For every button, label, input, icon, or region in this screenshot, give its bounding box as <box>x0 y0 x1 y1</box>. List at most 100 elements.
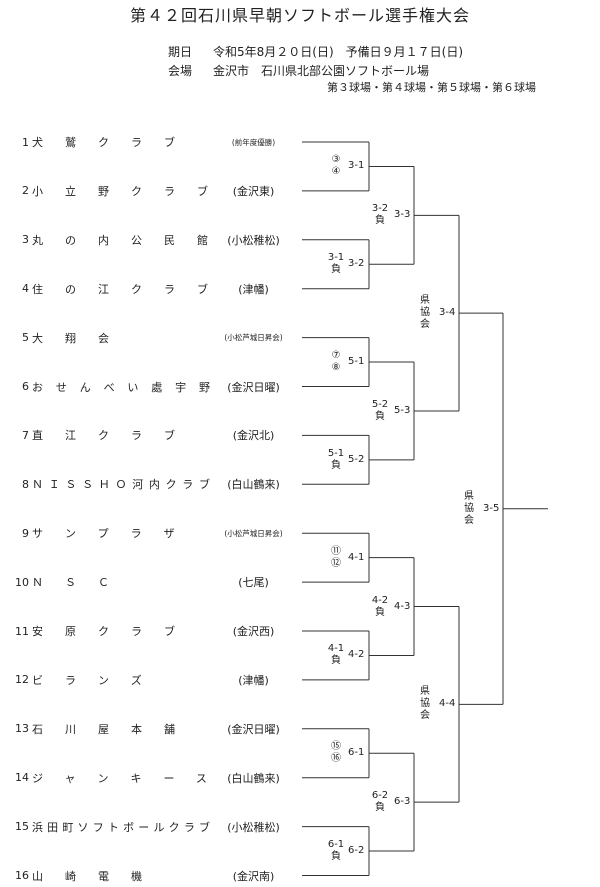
team-number: 9 <box>22 526 29 540</box>
team-row: 8 ＮＩＳＳＨＯ河内クラブ (白山鶴来) <box>12 476 297 492</box>
team-row: 6 おせんべい處宇野 (金沢日曜) <box>12 379 297 395</box>
team-row: 5 大翔会 (小松芦城日昇会) <box>12 330 297 346</box>
team-name: 石川屋本舗 <box>32 722 197 736</box>
team-affiliation: (金沢北) <box>232 429 275 443</box>
team-row: 3 丸の内公民館 (小松稚松) <box>12 232 297 248</box>
match-number: 4-4 <box>439 698 456 710</box>
match-number: 4-3 <box>394 600 411 612</box>
match-note: ⑦ ⑧ <box>331 350 341 374</box>
team-name: おせんべい處宇野 <box>32 380 223 394</box>
team-number: 15 <box>15 820 29 834</box>
team-name: 小立野クラブ <box>32 184 230 198</box>
match-note: 3-1 負 <box>327 252 345 276</box>
match-note: 4-2 負 <box>371 594 389 618</box>
match-number: 3-3 <box>394 209 411 221</box>
match-number: 4-1 <box>348 551 365 563</box>
team-number: 6 <box>22 380 29 393</box>
team-affiliation: (津幡) <box>238 282 269 296</box>
match-number: 6-2 <box>348 845 365 857</box>
team-name: サンプラザ <box>32 527 197 541</box>
match-number: 5-2 <box>348 453 365 465</box>
team-row: 11 安原クラブ (金沢西) <box>12 623 297 639</box>
match-number: 3-5 <box>483 502 500 514</box>
match-number: 3-2 <box>348 258 365 270</box>
match-number: 5-1 <box>348 356 365 368</box>
team-name-cell: 住の江クラブ <box>32 281 210 297</box>
team-name: 安原クラブ <box>32 625 197 638</box>
team-number: 13 <box>15 722 29 736</box>
team-row: 4 住の江クラブ (津幡) <box>12 281 297 297</box>
team-row: 10 ＮＳＣ (七尾) <box>12 574 297 590</box>
team-name-cell: サンプラザ <box>32 525 210 541</box>
match-number: 5-3 <box>394 404 411 416</box>
team-number: 8 <box>22 477 29 491</box>
match-number: 4-2 <box>348 649 365 661</box>
match-number: 3-4 <box>439 307 456 319</box>
team-affiliation: (津幡) <box>238 673 269 687</box>
team-number: 16 <box>15 869 29 882</box>
match-note: 6-1 負 <box>327 839 345 863</box>
team-number: 12 <box>15 673 29 687</box>
match-note: 県 協 会 <box>420 686 430 722</box>
team-affiliation: (小松芦城日昇会) <box>224 528 283 538</box>
team-row: 9 サンプラザ (小松芦城日昇会) <box>12 525 297 541</box>
team-number: 14 <box>15 771 29 785</box>
team-number: 7 <box>22 428 29 442</box>
team-affiliation: (白山鶴来) <box>227 478 280 492</box>
match-note: ⑮ ⑯ <box>331 741 341 765</box>
team-name-cell: 大翔会 <box>32 330 210 346</box>
team-name: 丸の内公民館 <box>32 233 230 247</box>
team-name: 大翔会 <box>32 331 131 345</box>
match-note: ⑪ ⑫ <box>331 545 341 569</box>
team-number: 4 <box>22 282 29 296</box>
match-note: ③ ④ <box>331 154 341 178</box>
team-number: 2 <box>22 184 29 198</box>
match-note: 県 協 会 <box>420 295 430 331</box>
match-note: 4-1 負 <box>327 643 345 667</box>
team-name: 住の江クラブ <box>32 282 230 296</box>
team-name-cell: 小立野クラブ <box>32 183 210 199</box>
team-name-cell: おせんべい處宇野 <box>32 379 210 395</box>
team-name: ビランズ <box>32 673 164 687</box>
team-name: 山崎電機 <box>32 869 164 883</box>
date-value: 令和5年8月２０日(日) 予備日９月１７日(日) <box>213 45 463 59</box>
venue-label: 会場 <box>168 64 193 78</box>
team-affiliation: (前年度優勝) <box>231 137 276 147</box>
team-name-cell: 石川屋本舗 <box>32 721 210 737</box>
team-affiliation: (白山鶴来) <box>227 771 280 785</box>
team-name: ＮＳＣ <box>32 576 131 590</box>
match-note: 6-2 負 <box>371 790 389 814</box>
team-name-cell: 丸の内公民館 <box>32 232 210 248</box>
team-name: ジャンキース <box>32 771 229 785</box>
team-row: 12 ビランズ (津幡) <box>12 672 297 688</box>
team-number: 11 <box>15 624 29 638</box>
fields-list: 第３球場・第４球場・第５球場・第６球場 <box>327 81 536 94</box>
team-name: ＮＩＳＳＨＯ河内クラブ <box>32 478 216 492</box>
team-number: 5 <box>22 331 29 345</box>
team-affiliation: (小松稚松) <box>227 820 280 834</box>
team-name-cell: 安原クラブ <box>32 623 210 639</box>
team-number: 3 <box>22 233 29 247</box>
team-affiliation: (小松芦城日昇会) <box>224 333 283 343</box>
team-affiliation: (金沢西) <box>232 625 275 638</box>
team-row: 14 ジャンキース (白山鶴来) <box>12 770 297 786</box>
team-row: 7 直江クラブ (金沢北) <box>12 427 297 443</box>
team-affiliation: (金沢東) <box>232 184 275 198</box>
page-title: 第４２回石川県早朝ソフトボール選手権大会 <box>129 6 470 25</box>
team-number: 1 <box>22 135 29 149</box>
match-number: 6-3 <box>394 796 411 808</box>
team-number: 10 <box>15 575 29 589</box>
team-name-cell: ジャンキース <box>32 770 210 786</box>
team-name-cell: ビランズ <box>32 672 210 688</box>
team-name-cell: 山崎電機 <box>32 868 210 884</box>
team-name-cell: ＮＳＣ <box>32 574 210 590</box>
team-affiliation: (金沢日曜) <box>227 380 280 394</box>
team-name: 浜田町ソフトボールクラブ <box>32 820 215 834</box>
team-affiliation: (金沢日曜) <box>227 722 280 736</box>
date-label: 期日 <box>168 45 193 59</box>
team-name-cell: 犬鷲クラブ <box>32 134 210 150</box>
team-name-cell: 直江クラブ <box>32 427 210 443</box>
team-affiliation: (七尾) <box>238 576 269 590</box>
team-affiliation: (小松稚松) <box>227 233 280 247</box>
